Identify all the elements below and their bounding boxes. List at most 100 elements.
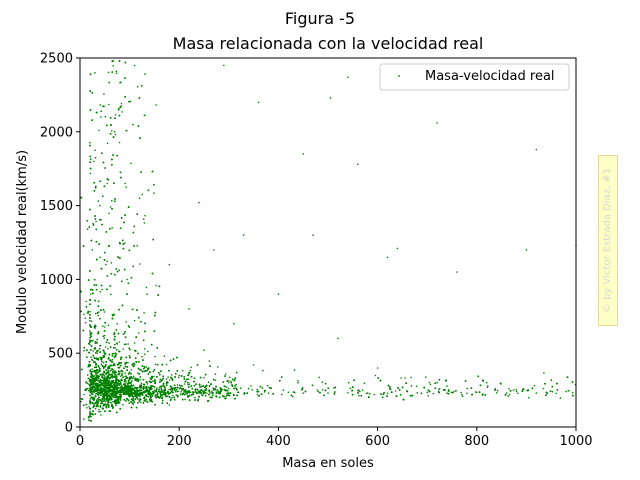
scatter-point	[256, 388, 259, 391]
scatter-point	[90, 370, 93, 373]
scatter-point	[83, 313, 85, 316]
scatter-point	[125, 321, 127, 323]
scatter-point	[321, 389, 324, 391]
scatter-point	[228, 392, 230, 395]
scatter-point	[127, 380, 130, 383]
scatter-point	[183, 389, 186, 391]
scatter-point	[256, 393, 259, 396]
scatter-point	[415, 385, 418, 388]
scatter-point	[109, 364, 111, 367]
scatter-point	[386, 392, 389, 395]
scatter-point	[203, 377, 205, 379]
scatter-point	[171, 396, 173, 399]
scatter-point	[337, 337, 339, 340]
scatter-points	[80, 60, 577, 422]
scatter-point	[207, 381, 210, 383]
scatter-point	[137, 379, 140, 382]
scatter-point	[104, 334, 106, 337]
scatter-point	[446, 392, 448, 394]
scatter-point	[165, 363, 168, 366]
scatter-point	[428, 381, 431, 384]
scatter-point	[400, 377, 402, 379]
scatter-point	[121, 384, 123, 387]
scatter-point	[429, 383, 432, 386]
scatter-point	[176, 384, 179, 386]
scatter-point	[486, 386, 489, 389]
scatter-point	[178, 374, 180, 377]
scatter-point	[108, 103, 110, 106]
scatter-point	[110, 262, 113, 264]
scatter-point	[155, 104, 157, 106]
scatter-point	[86, 382, 89, 385]
scatter-point	[118, 269, 121, 272]
scatter-point	[153, 330, 155, 332]
scatter-point	[101, 402, 104, 405]
scatter-point	[158, 386, 161, 388]
scatter-point	[83, 393, 85, 396]
scatter-point	[188, 308, 190, 310]
scatter-point	[293, 391, 296, 394]
scatter-point	[136, 391, 139, 394]
scatter-point	[95, 374, 98, 377]
scatter-point	[109, 369, 112, 372]
scatter-point	[89, 310, 91, 313]
scatter-point	[128, 354, 131, 357]
scatter-point	[144, 348, 146, 350]
scatter-point	[133, 319, 136, 322]
scatter-point	[460, 391, 463, 394]
scatter-point	[349, 387, 352, 390]
scatter-point	[209, 396, 211, 399]
scatter-point	[136, 85, 139, 88]
chart-title: Masa relacionada con la velocidad real	[173, 34, 484, 53]
scatter-point	[466, 392, 468, 395]
scatter-point	[369, 393, 371, 395]
scatter-point	[103, 377, 106, 379]
scatter-point	[386, 256, 389, 259]
scatter-point	[145, 286, 148, 289]
scatter-point	[139, 263, 141, 265]
scatter-point	[121, 374, 123, 376]
scatter-point	[144, 367, 146, 369]
scatter-point	[495, 392, 498, 394]
scatter-point	[242, 234, 245, 236]
scatter-point	[99, 256, 101, 259]
scatter-point	[98, 398, 100, 401]
scatter-point	[93, 403, 95, 405]
scatter-point	[107, 71, 110, 74]
scatter-point	[154, 363, 157, 366]
scatter-point	[302, 153, 305, 155]
scatter-point	[89, 172, 92, 175]
scatter-point	[104, 354, 106, 356]
scatter-point	[86, 312, 89, 314]
scatter-point	[84, 321, 87, 324]
scatter-point	[267, 392, 270, 394]
scatter-point	[89, 141, 91, 144]
scatter-point	[126, 278, 128, 281]
scatter-point	[95, 185, 97, 187]
scatter-point	[124, 330, 126, 333]
scatter-point	[212, 394, 214, 397]
scatter-point	[141, 387, 144, 389]
scatter-point	[466, 387, 469, 390]
plot-area	[79, 57, 577, 428]
scatter-point	[194, 396, 196, 399]
scatter-point	[474, 391, 477, 393]
scatter-point	[132, 397, 135, 400]
figure-suptitle: Figura -5	[285, 9, 355, 28]
scatter-point	[131, 380, 133, 383]
scatter-point	[426, 391, 429, 394]
scatter-point	[113, 131, 116, 133]
scatter-point	[456, 271, 458, 273]
scatter-point	[180, 391, 182, 393]
scatter-point	[302, 392, 305, 394]
scatter-point	[107, 179, 110, 181]
scatter-point	[104, 346, 107, 348]
scatter-point	[292, 395, 294, 398]
scatter-point	[427, 395, 429, 397]
scatter-point	[136, 244, 138, 247]
scatter-point	[525, 249, 528, 251]
scatter-point	[122, 333, 125, 336]
scatter-point	[168, 263, 171, 266]
scatter-point	[102, 400, 104, 403]
